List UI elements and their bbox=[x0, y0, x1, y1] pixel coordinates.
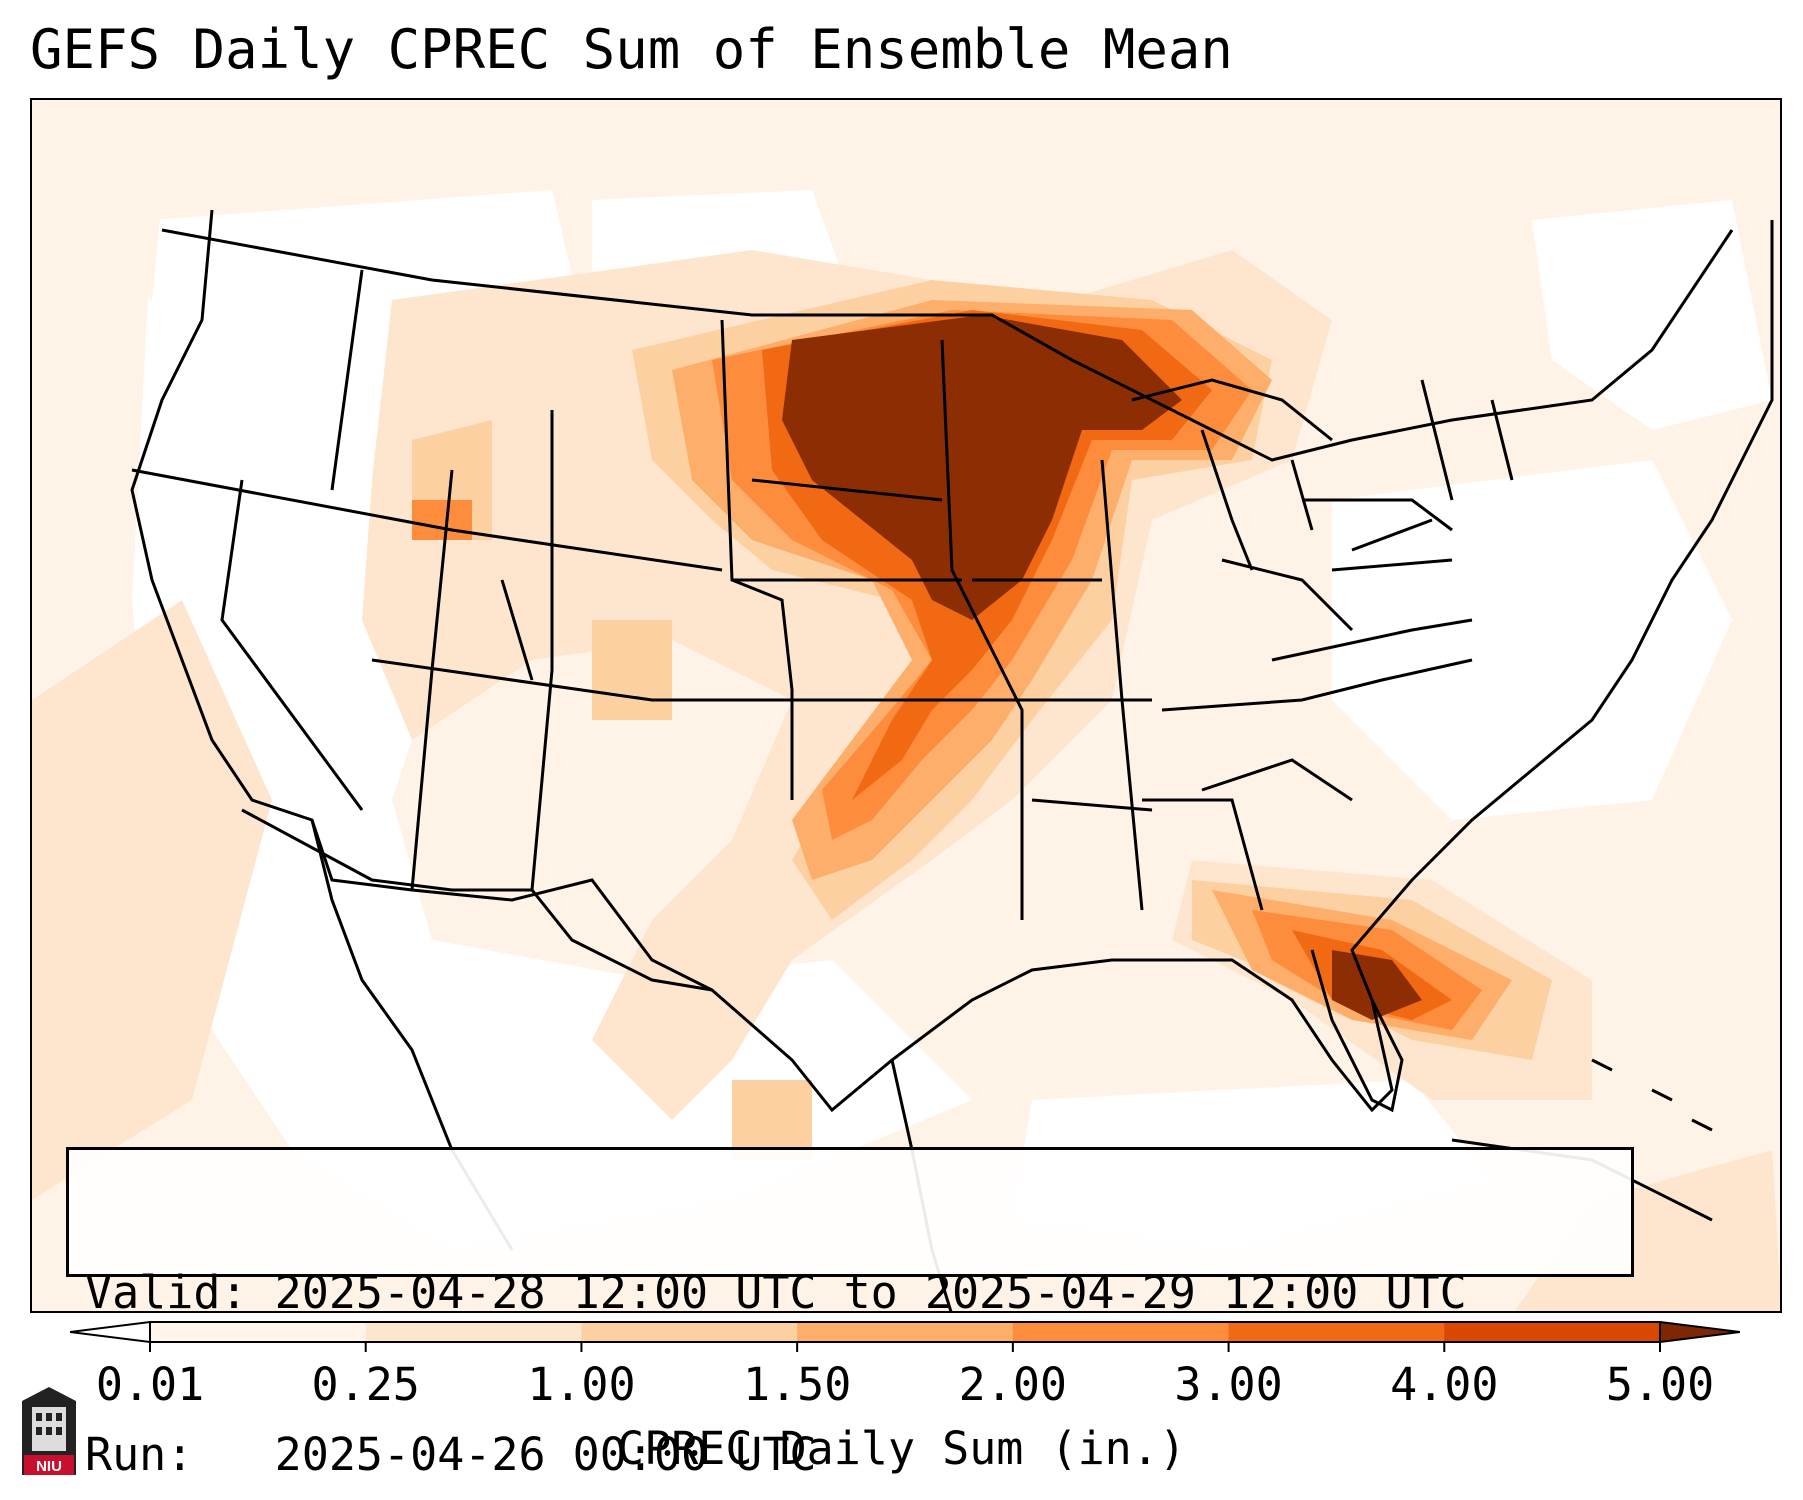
valid-label: Valid: bbox=[85, 1266, 248, 1319]
niu-logo: NIU bbox=[22, 1387, 76, 1475]
colorbar-tick-label: 4.00 bbox=[1390, 1358, 1499, 1411]
great-lakes bbox=[1131, 378, 1453, 572]
colorbar-tick-label: 1.50 bbox=[742, 1358, 852, 1411]
florida bbox=[1310, 949, 1404, 1113]
valid-run-info: Valid: 2025-04-28 12:00 UTC to 2025-04-2… bbox=[66, 1147, 1634, 1481]
colorbar-segment bbox=[1444, 1322, 1661, 1342]
precip-map bbox=[32, 100, 1780, 1311]
colorbar-over-triangle bbox=[1659, 1320, 1740, 1344]
colorbar-segment bbox=[1228, 1322, 1445, 1342]
canada-border bbox=[161, 228, 1734, 462]
colorbar-tick-label: 3.00 bbox=[1174, 1358, 1283, 1411]
precip-max bbox=[782, 315, 1422, 1020]
colorbar-label: CPREC Daily Sum (in.) bbox=[617, 1422, 1186, 1475]
run-label: Run: bbox=[85, 1428, 194, 1481]
colorbar-tick-label: 0.01 bbox=[95, 1358, 205, 1411]
colorbar-segment bbox=[581, 1322, 798, 1342]
colorbar-segment bbox=[1012, 1322, 1230, 1342]
colorbar-tick-label: 1.00 bbox=[527, 1358, 636, 1411]
colorbar-tick-label: 2.00 bbox=[958, 1358, 1068, 1411]
logo-text: NIU bbox=[36, 1458, 62, 1475]
colorbar-tick-label: 0.25 bbox=[311, 1358, 420, 1411]
colorbar-under-triangle bbox=[70, 1320, 151, 1344]
colorbar-tick-label: 5.00 bbox=[1605, 1358, 1715, 1411]
colorbar-segment bbox=[797, 1322, 1014, 1342]
map-title: GEFS Daily CPREC Sum of Ensemble Mean bbox=[30, 18, 1233, 81]
us-outline bbox=[130, 209, 1774, 1113]
colorbar-segment bbox=[150, 1322, 367, 1342]
colorbar-frame bbox=[149, 1321, 1661, 1343]
colorbar-segment bbox=[365, 1322, 582, 1342]
run-value: 2025-04-26 00:00 UTC bbox=[274, 1428, 817, 1481]
valid-value: 2025-04-28 12:00 UTC to 2025-04-29 12:00… bbox=[274, 1266, 1467, 1319]
colorbar bbox=[70, 1320, 1740, 1352]
map-panel bbox=[30, 98, 1782, 1313]
